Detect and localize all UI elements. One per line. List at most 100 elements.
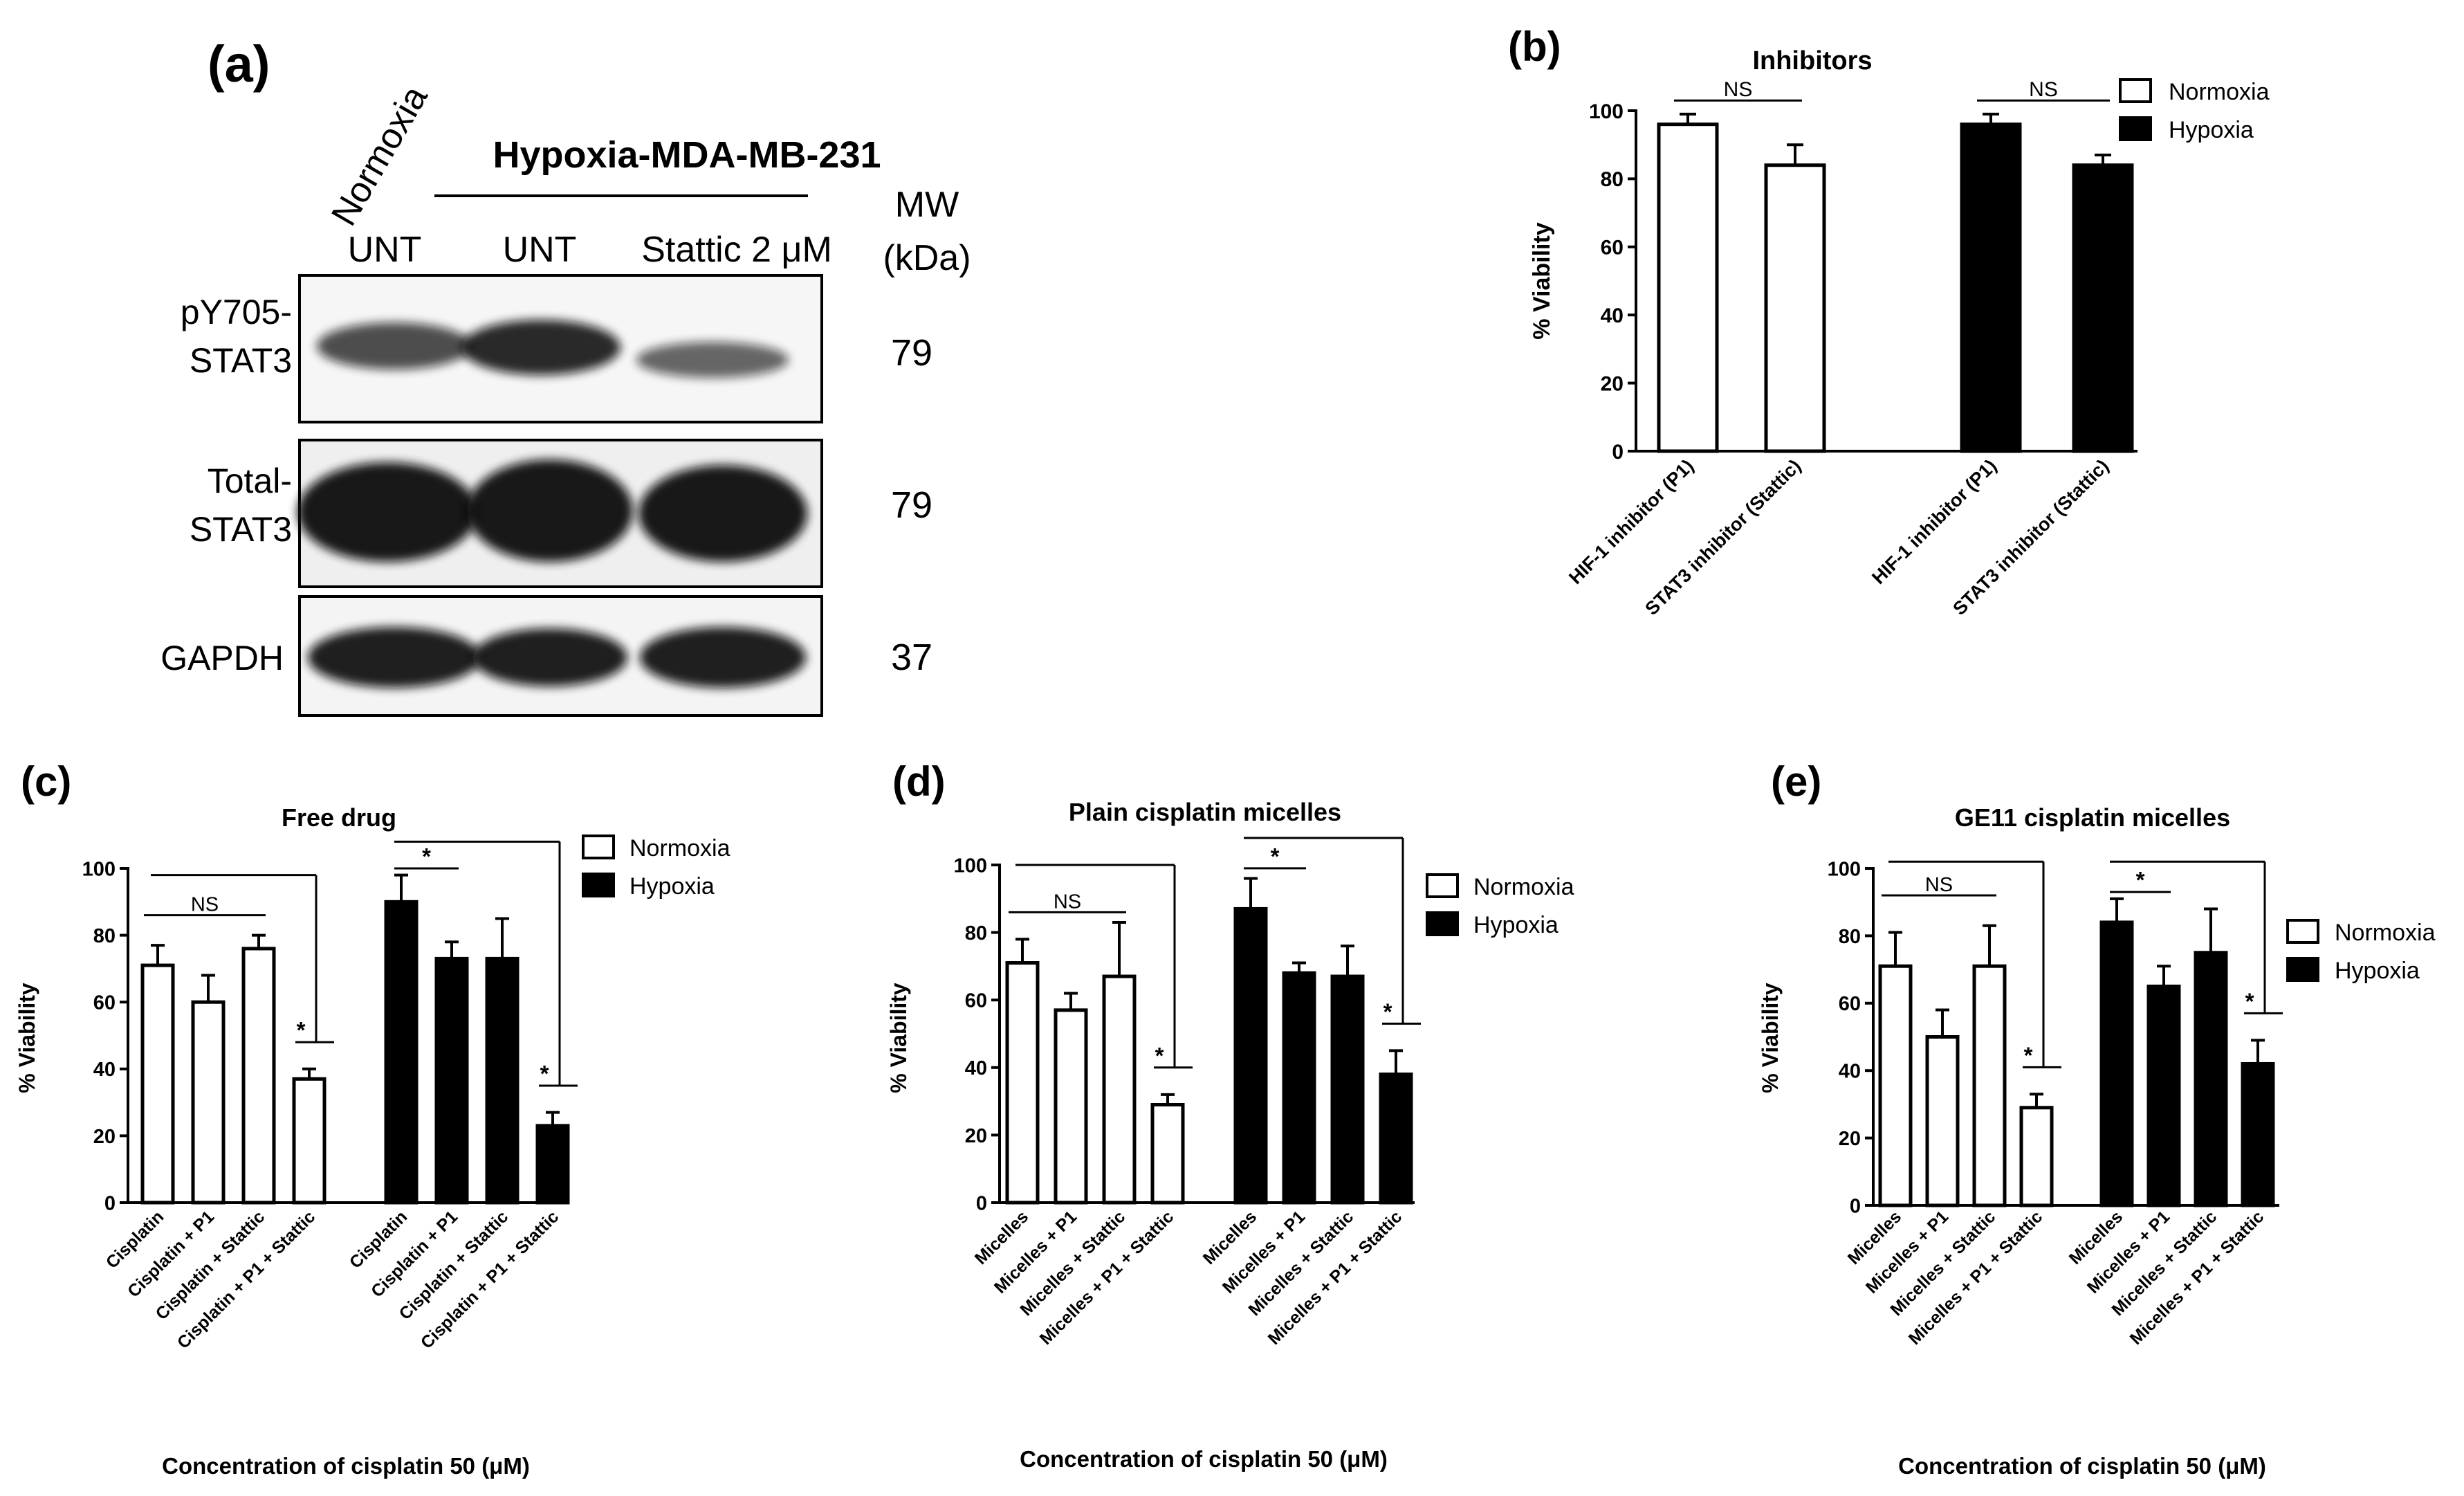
hypoxia-header: Hypoxia-MDA-MB-231 — [493, 134, 881, 176]
blot-label: STAT3 — [190, 341, 292, 380]
legend-label: Normoxia — [2169, 79, 2270, 105]
legend-swatch — [582, 873, 615, 897]
significance-mark: * — [1155, 1043, 1164, 1068]
bar — [2194, 951, 2228, 1207]
legend-label: Hypoxia — [629, 873, 715, 900]
blot-label: pY705- — [181, 293, 292, 331]
bar — [1878, 964, 1913, 1207]
x-tick-label: Micelles + P1 — [991, 1207, 1081, 1297]
x-axis-label: Concentration of cisplatin 50 (μM) — [1898, 1453, 2266, 1479]
significance-mark: * — [1383, 998, 1392, 1024]
legend-swatch — [582, 834, 615, 859]
chart-panel-e: (e) GE11 cisplatin micelles % Viability 0 20… — [1758, 758, 2436, 1479]
y-tick-label: 80 — [93, 925, 116, 947]
band — [461, 320, 620, 375]
legend-swatch — [2286, 919, 2319, 944]
band — [640, 627, 806, 688]
y-tick-label: 0 — [976, 1192, 987, 1214]
legend-swatch — [2119, 116, 2152, 141]
bar — [1960, 122, 2022, 453]
y-tick-label: 60 — [1839, 993, 1861, 1015]
mw-header: (kDa) — [883, 238, 971, 278]
bar — [2072, 163, 2134, 453]
bar — [1102, 974, 1137, 1205]
blot-bands — [317, 320, 789, 378]
bar — [1379, 1073, 1413, 1205]
bar — [1054, 1008, 1088, 1205]
y-tick-label: 100 — [1828, 858, 1861, 880]
band — [297, 462, 477, 562]
significance-mark: NS — [2029, 78, 2058, 101]
band — [308, 627, 481, 688]
x-tick-label: Micelles + P1 — [1862, 1207, 1952, 1297]
significance-mark: NS — [191, 894, 219, 916]
y-tick-label: 40 — [93, 1059, 116, 1081]
chart-panel-c: (c) Free drug % Viability 0 20 40 60 80 100 Cispl… — [15, 758, 730, 1479]
mw-value: 37 — [891, 637, 932, 678]
band — [636, 342, 789, 378]
y-tick-label: 60 — [1601, 237, 1624, 259]
chart-panel-d: (d) Plain cisplatin micelles % Viability 0 2… — [886, 758, 1574, 1472]
y-tick-label: 40 — [1601, 304, 1624, 327]
significance-mark: * — [540, 1061, 549, 1086]
significance-mark: NS — [1925, 874, 1953, 896]
bar — [292, 1077, 327, 1205]
bar — [1150, 1102, 1185, 1205]
bar — [384, 900, 419, 1205]
significance-mark: * — [2136, 867, 2145, 893]
blot-bands — [308, 627, 806, 688]
bar — [1657, 122, 1719, 453]
significance-mark: * — [1271, 843, 1280, 869]
y-axis-label: % Viability — [886, 983, 911, 1093]
panel-label: (d) — [892, 758, 946, 805]
y-axis-label: % Viability — [1529, 222, 1555, 340]
y-tick-label: 20 — [1601, 372, 1624, 395]
y-axis-label: % Viability — [15, 983, 39, 1093]
legend-label: Normoxia — [1473, 874, 1574, 900]
y-tick-label: 100 — [82, 858, 116, 880]
legend-label: Hypoxia — [2169, 117, 2254, 143]
bar — [1972, 964, 2007, 1207]
y-tick-label: 60 — [93, 992, 116, 1014]
lane-label: Stattic 2 μM — [641, 230, 832, 270]
blot-bands — [297, 459, 807, 562]
y-tick-label: 0 — [1850, 1195, 1861, 1217]
panel-label: (e) — [1771, 758, 1821, 805]
bar — [1330, 974, 1365, 1205]
significance-mark: NS — [1054, 891, 1081, 913]
panel-a-label: (a) — [208, 35, 270, 93]
y-tick-label: 20 — [93, 1126, 116, 1148]
band — [472, 628, 627, 686]
y-tick-label: 40 — [1839, 1061, 1861, 1083]
legend-label: Normoxia — [2335, 920, 2436, 946]
y-tick-label: 0 — [1612, 441, 1624, 464]
legend-label: Hypoxia — [2335, 958, 2420, 984]
bar — [535, 1124, 570, 1205]
band — [317, 322, 472, 370]
bar — [2146, 984, 2181, 1207]
bar — [191, 1000, 226, 1205]
normoxia-lane-header: Normoxia — [324, 79, 436, 232]
bar — [485, 956, 520, 1205]
x-axis-label: Concentration of cisplatin 50 (μM) — [1020, 1446, 1388, 1472]
significance-mark: * — [2245, 988, 2254, 1014]
x-tick-label: HIF-1 inhibitor (P1) — [1868, 455, 2001, 588]
y-axis-label: % Viability — [1758, 983, 1783, 1093]
y-tick-label: 20 — [965, 1125, 987, 1147]
bar — [2241, 1061, 2275, 1207]
y-tick-label: 20 — [1839, 1128, 1861, 1150]
significance-mark: NS — [1724, 78, 1753, 101]
x-tick-label: Micelles + P1 — [1219, 1207, 1309, 1297]
bar — [1233, 906, 1268, 1205]
legend-label: Hypoxia — [1473, 912, 1559, 938]
legend-label: Normoxia — [629, 835, 730, 861]
band — [467, 459, 633, 562]
chart-title: Inhibitors — [1752, 46, 1872, 75]
bar — [1005, 961, 1040, 1205]
chart-title: Free drug — [282, 803, 396, 832]
significance-mark: * — [422, 843, 431, 869]
y-tick-label: 80 — [1601, 168, 1624, 191]
x-tick-label: Micelles + P1 — [2084, 1207, 2173, 1297]
y-tick-label: 80 — [965, 922, 987, 945]
